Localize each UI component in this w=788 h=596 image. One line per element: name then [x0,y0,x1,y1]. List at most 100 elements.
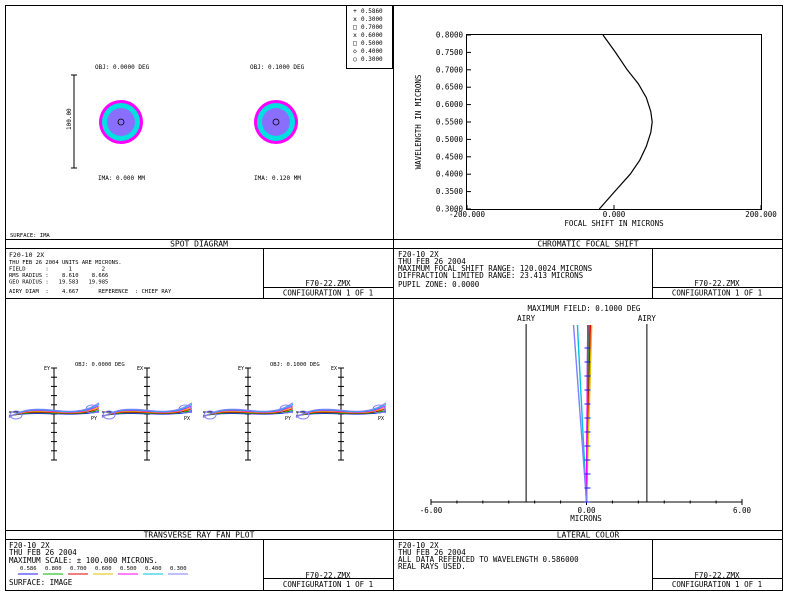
fan-axis-label: PY [91,416,97,422]
y-tick-label: 0.7500 [436,48,464,57]
spot-info-block: F20-10 2X THU FEB 26 2004 UNITS ARE MICR… [9,251,172,295]
info-line: FIELD : 1 2 [9,267,105,273]
fan-plot: EX PX [295,366,387,461]
lateral-color-line [572,324,588,503]
file-name: F70-22.ZMX [305,571,351,580]
fan-end-loop [372,404,386,414]
legend-symbol: x [353,15,357,23]
fan-axis-label: EY [44,366,50,372]
legend-symbol: □ [353,39,357,47]
legend-value: 0.3000 [361,16,383,23]
fan-curve [295,411,387,417]
focal-shift-info-block: F20-10 2X THU FEB 26 2004 MAXIMUM FOCAL … [398,250,593,289]
y-tick-label: 0.4500 [436,152,464,161]
info-line: THU FEB 26 2004 [398,548,466,557]
wavelength-key-value: 0.800 [45,566,62,572]
configuration-label: CONFIGURATION 1 OF 1 [283,580,373,589]
fan-curve [202,409,294,417]
frame [5,5,783,591]
lateral-color-axis: -6.00 0.00 6.00 [420,499,752,515]
fan-curve [202,402,294,419]
x-tick-label: 200.000 [745,210,777,219]
fan-end-loop [85,404,99,414]
lateral-color-field-label: MAXIMUM FIELD: 0.1000 DEG [528,304,641,313]
fan-curve [202,405,294,418]
y-tick-label: 0.6500 [436,83,464,92]
fan-end-loop [279,404,293,414]
info-line: THU FEB 26 2004 [398,257,466,266]
x-tick-label: 0.000 [603,210,626,219]
fan-plot: EY PY [8,366,100,461]
ray-fan-field-1-label: OBJ: 0.0000 DEG [75,362,125,368]
info-line: AIRY DIAM : 4.667 REFERENCE : CHIEF RAY [9,289,172,295]
lateral-color-info-block: F20-10 2X THU FEB 26 2004 ALL DATA REFEN… [398,541,579,571]
lateral-color-title: LATERAL COLOR [557,531,620,540]
wavelength-legend [346,5,393,69]
fan-curve [295,409,387,417]
spot-scale-bar [71,74,77,169]
fan-curve [8,406,100,418]
info-line: ALL DATA REFENCED TO WAVELENGTH 0.586000 [398,555,579,564]
info-line: THU FEB 26 2004 UNITS ARE MICRONS. [9,260,122,266]
fan-axis-label: PX [184,416,190,422]
info-line: RMS RADIUS : 8.610 8.666 [9,273,108,279]
x-axis-label: MICRONS [570,514,602,523]
fan-end-loop [178,404,192,414]
ray-fan-panel: OBJ: 0.0000 DEG OBJ: 0.1000 DEG EY PY EX PX… [8,362,387,589]
airy-label: AIRY [517,314,536,323]
fan-curve [202,406,294,418]
lateral-color-panel: MAXIMUM FIELD: 0.1000 DEG AIRY AIRY -6.00… [398,304,762,589]
legend-value: 0.4000 [361,48,383,55]
field-1-image-height: IMA: 0.000 MM [98,175,145,182]
focal-shift-panel: 0.3000 0.3500 0.4000 0.4500 0.5000 0.5500 0.60… [398,31,777,298]
fan-curve [101,408,193,417]
info-line: MAXIMUM SCALE: ± 100.000 MICRONS. [9,556,158,565]
airy-label: AIRY [638,314,657,323]
x-tick-labels: -200.000 0.000 200.000 [449,205,777,219]
spot-field-2 [254,100,298,144]
wavelength-key-value: 0.586 [20,566,37,572]
ray-fan-title: TRANSVERSE RAY FAN PLOT [144,531,255,540]
legend-symbol: x [353,31,357,39]
legend-value: 0.7000 [361,24,383,31]
wavelength-key-value: 0.700 [70,566,87,572]
spot-diagram-panel: +0.5860 x 0.3000 □ 0.7000 x 0.6000 □ 0.5000 ◇ 0.40… [9,5,393,298]
fan-curve [202,408,294,417]
info-line: MAXIMUM FOCAL SHIFT RANGE: 120.0024 MICR… [398,264,593,273]
info-line: F20-10 2X [9,541,50,550]
y-tick-label: 0.5500 [436,118,464,127]
y-tick-label: 0.3500 [436,187,464,196]
y-tick-label: 0.7000 [436,65,464,74]
lateral-color-line [585,324,589,503]
x-tick-label: -6.00 [420,506,443,515]
focal-shift-title: CHROMATIC FOCAL SHIFT [537,240,638,249]
lateral-color-series [572,324,593,503]
fan-end-loop [9,410,23,420]
y-tick-label: 0.5000 [436,135,464,144]
fan-end-loop [102,410,116,420]
spot-scale-label: 100.00 [66,108,73,130]
surface-label: SURFACE: IMA [10,233,50,239]
fan-curve [8,411,100,417]
focal-shift-plot-area [466,34,762,210]
fan-curve [101,411,193,417]
configuration-label: CONFIGURATION 1 OF 1 [283,289,373,298]
legend-symbol: □ [353,23,357,31]
fan-curve [295,405,387,418]
fan-curve [8,402,100,419]
info-line: DIFFRACTION LIMITED RANGE: 23.413 MICRON… [398,271,584,280]
legend-value: 0.5000 [361,40,383,47]
legend-symbol: + [353,7,357,15]
wavelength-key-value: 0.500 [120,566,137,572]
y-tick-labels: 0.3000 0.3500 0.4000 0.4500 0.5000 0.5500 0.60… [436,31,471,214]
fan-axis-label: PX [378,416,384,422]
info-line: F20-10 2X [398,541,439,550]
fan-plot: EX PX [101,366,193,461]
field-2-label: OBJ: 0.1000 DEG [250,64,305,71]
fan-end-loop [203,410,217,420]
y-tick-label: 0.4000 [436,170,464,179]
legend-value: 0.6000 [361,32,383,39]
fan-axis-label: PY [285,416,291,422]
info-line: REAL RAYS USED. [398,562,466,571]
ray-fan-field-2-label: OBJ: 0.1000 DEG [270,362,320,368]
